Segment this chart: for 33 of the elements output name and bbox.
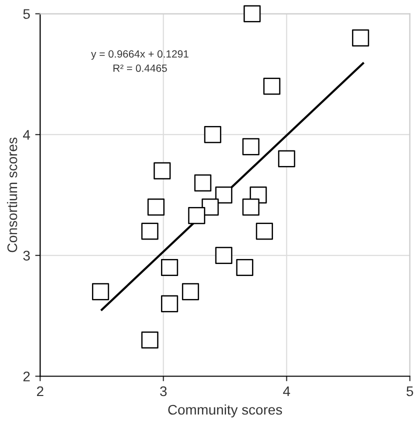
point <box>141 222 158 240</box>
point <box>147 198 165 216</box>
x-tick-label: 3 <box>160 386 167 396</box>
point <box>188 207 206 224</box>
point <box>154 162 171 180</box>
x-tick-label: 2 <box>36 386 44 396</box>
point <box>215 186 232 204</box>
x-tick-label: 4 <box>283 386 290 396</box>
x-tick-label: 5 <box>406 386 414 396</box>
y-tick-label: 2 <box>23 372 30 382</box>
point <box>278 150 296 168</box>
point <box>352 29 370 46</box>
point <box>215 246 232 264</box>
point <box>161 258 178 276</box>
point <box>182 283 200 300</box>
point <box>141 331 158 349</box>
point <box>236 258 254 276</box>
annotation: y = 0.9664x + 0.1291 R² = 0.4465 <box>91 50 188 72</box>
y-tick-label: 3 <box>23 250 30 261</box>
y-tick-label: 5 <box>23 9 30 19</box>
point <box>92 283 110 300</box>
point <box>263 78 280 95</box>
point <box>242 198 260 216</box>
point <box>242 138 260 156</box>
point <box>161 295 178 312</box>
point <box>194 174 212 192</box>
y-tick-label: 4 <box>23 130 30 140</box>
y-axis-title: Consortium scores <box>6 138 18 252</box>
point <box>244 5 261 22</box>
x-axis-title: Community scores <box>168 404 282 418</box>
point <box>202 198 219 216</box>
point <box>204 126 222 144</box>
point <box>256 222 273 240</box>
